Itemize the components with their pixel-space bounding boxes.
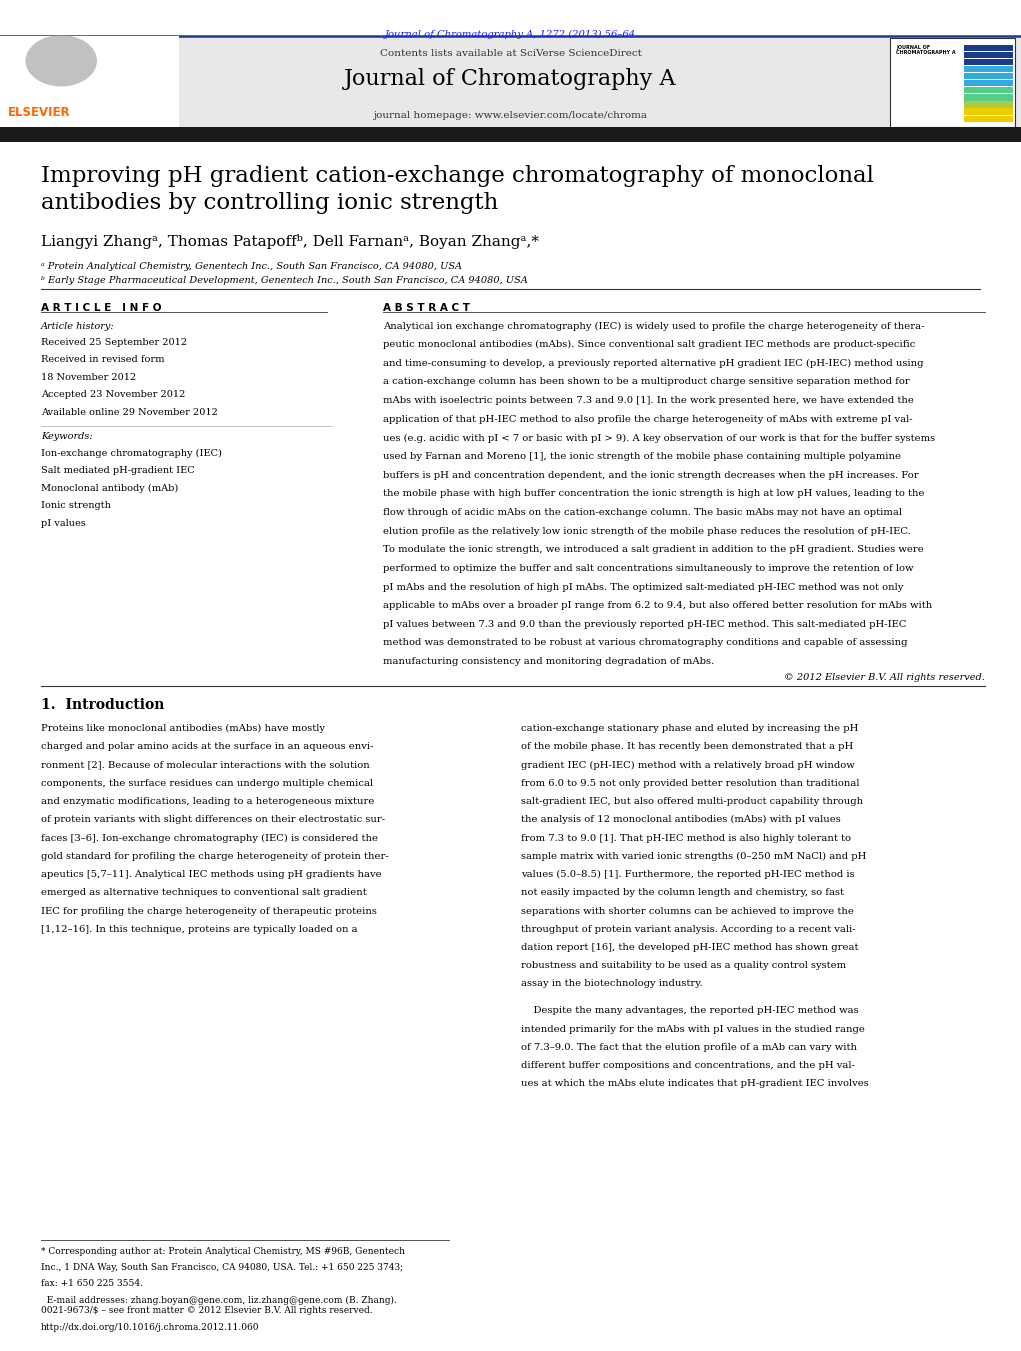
Text: 1.  Introduction: 1. Introduction bbox=[41, 698, 164, 712]
Text: Received 25 September 2012: Received 25 September 2012 bbox=[41, 338, 187, 347]
Text: 0021-9673/$ – see front matter © 2012 Elsevier B.V. All rights reserved.: 0021-9673/$ – see front matter © 2012 El… bbox=[41, 1306, 373, 1316]
FancyBboxPatch shape bbox=[964, 81, 1013, 86]
FancyBboxPatch shape bbox=[964, 66, 1013, 73]
FancyBboxPatch shape bbox=[964, 101, 1013, 108]
Text: pI values between 7.3 and 9.0 than the previously reported pH-IEC method. This s: pI values between 7.3 and 9.0 than the p… bbox=[383, 620, 907, 628]
FancyBboxPatch shape bbox=[0, 36, 1021, 128]
FancyBboxPatch shape bbox=[964, 95, 1013, 100]
Text: apeutics [5,7–11]. Analytical IEC methods using pH gradients have: apeutics [5,7–11]. Analytical IEC method… bbox=[41, 870, 382, 880]
Text: fax: +1 650 225 3554.: fax: +1 650 225 3554. bbox=[41, 1279, 143, 1289]
Text: E-mail addresses: zhang.boyan@gene.com, liz.zhang@gene.com (B. Zhang).: E-mail addresses: zhang.boyan@gene.com, … bbox=[41, 1296, 397, 1305]
Text: http://dx.doi.org/10.1016/j.chroma.2012.11.060: http://dx.doi.org/10.1016/j.chroma.2012.… bbox=[41, 1323, 259, 1332]
Text: of the mobile phase. It has recently been demonstrated that a pH: of the mobile phase. It has recently bee… bbox=[521, 743, 853, 751]
Text: applicable to mAbs over a broader pI range from 6.2 to 9.4, but also offered bet: applicable to mAbs over a broader pI ran… bbox=[383, 601, 932, 611]
Text: JOURNAL OF
CHROMATOGRAPHY A: JOURNAL OF CHROMATOGRAPHY A bbox=[896, 45, 956, 55]
Text: different buffer compositions and concentrations, and the pH val-: different buffer compositions and concen… bbox=[521, 1062, 855, 1070]
Text: robustness and suitability to be used as a quality control system: robustness and suitability to be used as… bbox=[521, 962, 845, 970]
FancyBboxPatch shape bbox=[964, 108, 1013, 115]
Text: ues at which the mAbs elute indicates that pH-gradient IEC involves: ues at which the mAbs elute indicates th… bbox=[521, 1079, 869, 1089]
Text: 18 November 2012: 18 November 2012 bbox=[41, 373, 136, 382]
Text: the analysis of 12 monoclonal antibodies (mAbs) with pI values: the analysis of 12 monoclonal antibodies… bbox=[521, 815, 840, 824]
Text: pI values: pI values bbox=[41, 519, 86, 528]
Text: and enzymatic modifications, leading to a heterogeneous mixture: and enzymatic modifications, leading to … bbox=[41, 797, 375, 807]
Text: from 6.0 to 9.5 not only provided better resolution than traditional: from 6.0 to 9.5 not only provided better… bbox=[521, 778, 860, 788]
Text: components, the surface residues can undergo multiple chemical: components, the surface residues can und… bbox=[41, 778, 373, 788]
Text: Journal of Chromatography A, 1272 (2013) 56–64: Journal of Chromatography A, 1272 (2013)… bbox=[385, 30, 636, 39]
Text: A R T I C L E   I N F O: A R T I C L E I N F O bbox=[41, 303, 161, 312]
Text: separations with shorter columns can be achieved to improve the: separations with shorter columns can be … bbox=[521, 907, 854, 916]
Text: Contents lists available at SciVerse ScienceDirect: Contents lists available at SciVerse Sci… bbox=[380, 49, 641, 58]
FancyBboxPatch shape bbox=[890, 38, 1015, 127]
Text: ᵇ Early Stage Pharmaceutical Development, Genentech Inc., South San Francisco, C: ᵇ Early Stage Pharmaceutical Development… bbox=[41, 276, 528, 285]
Text: dation report [16], the developed pH-IEC method has shown great: dation report [16], the developed pH-IEC… bbox=[521, 943, 859, 952]
Text: Analytical ion exchange chromatography (IEC) is widely used to profile the charg: Analytical ion exchange chromatography (… bbox=[383, 322, 924, 331]
Text: cation-exchange stationary phase and eluted by increasing the pH: cation-exchange stationary phase and elu… bbox=[521, 724, 858, 734]
Text: Inc., 1 DNA Way, South San Francisco, CA 94080, USA. Tel.: +1 650 225 3743;: Inc., 1 DNA Way, South San Francisco, CA… bbox=[41, 1263, 403, 1273]
Text: not easily impacted by the column length and chemistry, so fast: not easily impacted by the column length… bbox=[521, 889, 843, 897]
Text: buffers is pH and concentration dependent, and the ionic strength decreases when: buffers is pH and concentration dependen… bbox=[383, 470, 919, 480]
Text: intended primarily for the mAbs with pI values in the studied range: intended primarily for the mAbs with pI … bbox=[521, 1024, 865, 1034]
Text: Liangyi Zhangᵃ, Thomas Patapoffᵇ, Dell Farnanᵃ, Boyan Zhangᵃ,*: Liangyi Zhangᵃ, Thomas Patapoffᵇ, Dell F… bbox=[41, 234, 539, 249]
Text: To modulate the ionic strength, we introduced a salt gradient in addition to the: To modulate the ionic strength, we intro… bbox=[383, 546, 924, 554]
Text: Improving pH gradient cation-exchange chromatography of monoclonal
antibodies by: Improving pH gradient cation-exchange ch… bbox=[41, 165, 874, 213]
Text: Despite the many advantages, the reported pH-IEC method was: Despite the many advantages, the reporte… bbox=[521, 1006, 859, 1016]
Text: Monoclonal antibody (mAb): Monoclonal antibody (mAb) bbox=[41, 484, 178, 493]
FancyBboxPatch shape bbox=[964, 88, 1013, 93]
Text: the mobile phase with high buffer concentration the ionic strength is high at lo: the mobile phase with high buffer concen… bbox=[383, 489, 924, 499]
Text: ELSEVIER: ELSEVIER bbox=[8, 105, 70, 119]
FancyBboxPatch shape bbox=[0, 127, 1021, 142]
FancyBboxPatch shape bbox=[0, 36, 179, 128]
Text: Journal of Chromatography A: Journal of Chromatography A bbox=[344, 68, 677, 89]
Text: of 7.3–9.0. The fact that the elution profile of a mAb can vary with: of 7.3–9.0. The fact that the elution pr… bbox=[521, 1043, 857, 1052]
Text: flow through of acidic mAbs on the cation-exchange column. The basic mAbs may no: flow through of acidic mAbs on the catio… bbox=[383, 508, 902, 517]
Text: gradient IEC (pH-IEC) method with a relatively broad pH window: gradient IEC (pH-IEC) method with a rela… bbox=[521, 761, 855, 770]
Text: salt-gradient IEC, but also offered multi-product capability through: salt-gradient IEC, but also offered mult… bbox=[521, 797, 863, 807]
Text: values (5.0–8.5) [1]. Furthermore, the reported pH-IEC method is: values (5.0–8.5) [1]. Furthermore, the r… bbox=[521, 870, 855, 880]
Text: of protein variants with slight differences on their electrostatic sur-: of protein variants with slight differen… bbox=[41, 815, 385, 824]
Text: emerged as alternative techniques to conventional salt gradient: emerged as alternative techniques to con… bbox=[41, 889, 367, 897]
Text: performed to optimize the buffer and salt concentrations simultaneously to impro: performed to optimize the buffer and sal… bbox=[383, 563, 914, 573]
Text: Ionic strength: Ionic strength bbox=[41, 501, 110, 511]
Text: sample matrix with varied ionic strengths (0–250 mM NaCl) and pH: sample matrix with varied ionic strength… bbox=[521, 851, 866, 861]
Text: throughput of protein variant analysis. According to a recent vali-: throughput of protein variant analysis. … bbox=[521, 924, 856, 934]
Text: Received in revised form: Received in revised form bbox=[41, 355, 164, 365]
Text: manufacturing consistency and monitoring degradation of mAbs.: manufacturing consistency and monitoring… bbox=[383, 657, 714, 666]
Text: * Corresponding author at: Protein Analytical Chemistry, MS #96B, Genentech: * Corresponding author at: Protein Analy… bbox=[41, 1247, 405, 1256]
Text: charged and polar amino acids at the surface in an aqueous envi-: charged and polar amino acids at the sur… bbox=[41, 743, 374, 751]
Text: © 2012 Elsevier B.V. All rights reserved.: © 2012 Elsevier B.V. All rights reserved… bbox=[784, 673, 985, 682]
Text: pI mAbs and the resolution of high pI mAbs. The optimized salt-mediated pH-IEC m: pI mAbs and the resolution of high pI mA… bbox=[383, 582, 904, 592]
Text: a cation-exchange column has been shown to be a multiproduct charge sensitive se: a cation-exchange column has been shown … bbox=[383, 377, 910, 386]
Text: [1,12–16]. In this technique, proteins are typically loaded on a: [1,12–16]. In this technique, proteins a… bbox=[41, 924, 357, 934]
Text: mAbs with isoelectric points between 7.3 and 9.0 [1]. In the work presented here: mAbs with isoelectric points between 7.3… bbox=[383, 396, 914, 405]
Text: Proteins like monoclonal antibodies (mAbs) have mostly: Proteins like monoclonal antibodies (mAb… bbox=[41, 724, 325, 734]
Text: method was demonstrated to be robust at various chromatography conditions and ca: method was demonstrated to be robust at … bbox=[383, 639, 908, 647]
Text: application of that pH-IEC method to also profile the charge heterogeneity of mA: application of that pH-IEC method to als… bbox=[383, 415, 913, 424]
Text: Article history:: Article history: bbox=[41, 322, 114, 331]
FancyBboxPatch shape bbox=[964, 53, 1013, 58]
FancyBboxPatch shape bbox=[964, 46, 1013, 51]
Text: assay in the biotechnology industry.: assay in the biotechnology industry. bbox=[521, 979, 702, 989]
Text: Available online 29 November 2012: Available online 29 November 2012 bbox=[41, 408, 217, 417]
Text: Ion-exchange chromatography (IEC): Ion-exchange chromatography (IEC) bbox=[41, 449, 222, 458]
Text: ronment [2]. Because of molecular interactions with the solution: ronment [2]. Because of molecular intera… bbox=[41, 761, 370, 770]
Ellipse shape bbox=[26, 35, 97, 86]
Text: Salt mediated pH-gradient IEC: Salt mediated pH-gradient IEC bbox=[41, 466, 194, 476]
Text: and time-consuming to develop, a previously reported alternative pH gradient IEC: and time-consuming to develop, a previou… bbox=[383, 359, 923, 367]
Text: used by Farnan and Moreno [1], the ionic strength of the mobile phase containing: used by Farnan and Moreno [1], the ionic… bbox=[383, 453, 901, 461]
Text: Accepted 23 November 2012: Accepted 23 November 2012 bbox=[41, 390, 185, 400]
FancyBboxPatch shape bbox=[964, 116, 1013, 122]
Text: IEC for profiling the charge heterogeneity of therapeutic proteins: IEC for profiling the charge heterogenei… bbox=[41, 907, 377, 916]
Text: A B S T R A C T: A B S T R A C T bbox=[383, 303, 470, 312]
FancyBboxPatch shape bbox=[964, 59, 1013, 65]
Text: faces [3–6]. Ion-exchange chromatography (IEC) is considered the: faces [3–6]. Ion-exchange chromatography… bbox=[41, 834, 378, 843]
Text: elution profile as the relatively low ionic strength of the mobile phase reduces: elution profile as the relatively low io… bbox=[383, 527, 911, 535]
Text: ᵃ Protein Analytical Chemistry, Genentech Inc., South San Francisco, CA 94080, U: ᵃ Protein Analytical Chemistry, Genentec… bbox=[41, 262, 461, 272]
Text: ues (e.g. acidic with pI < 7 or basic with pI > 9). A key observation of our wor: ues (e.g. acidic with pI < 7 or basic wi… bbox=[383, 434, 935, 443]
Text: journal homepage: www.elsevier.com/locate/chroma: journal homepage: www.elsevier.com/locat… bbox=[374, 111, 647, 120]
FancyBboxPatch shape bbox=[964, 73, 1013, 80]
Text: gold standard for profiling the charge heterogeneity of protein ther-: gold standard for profiling the charge h… bbox=[41, 851, 389, 861]
Text: Keywords:: Keywords: bbox=[41, 432, 93, 442]
Text: from 7.3 to 9.0 [1]. That pH-IEC method is also highly tolerant to: from 7.3 to 9.0 [1]. That pH-IEC method … bbox=[521, 834, 850, 843]
Text: peutic monoclonal antibodies (mAbs). Since conventional salt gradient IEC method: peutic monoclonal antibodies (mAbs). Sin… bbox=[383, 340, 915, 350]
